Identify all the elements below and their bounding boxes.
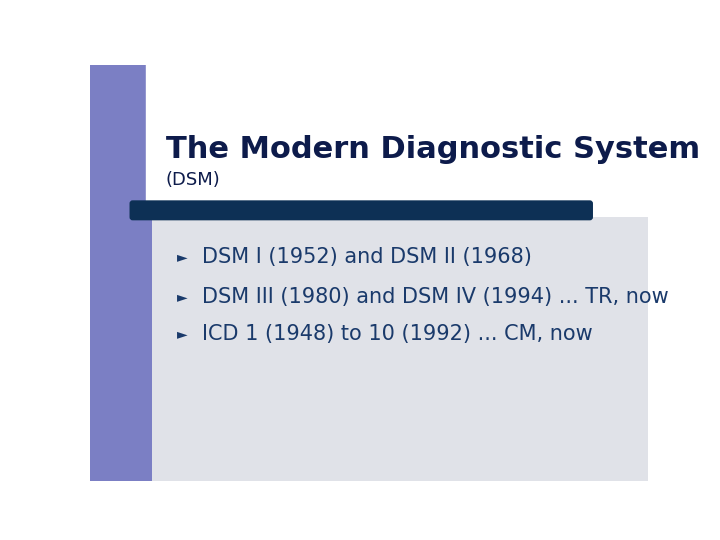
Bar bbox=[152, 217, 648, 481]
Text: DSM III (1980) and DSM IV (1994) ... TR, now: DSM III (1980) and DSM IV (1994) ... TR,… bbox=[202, 287, 669, 307]
Text: ►: ► bbox=[177, 251, 187, 264]
Text: ►: ► bbox=[177, 327, 187, 341]
Bar bbox=[90, 65, 160, 481]
Bar bbox=[90, 65, 228, 180]
Text: The Modern Diagnostic System: The Modern Diagnostic System bbox=[166, 135, 700, 164]
FancyBboxPatch shape bbox=[130, 200, 593, 220]
Text: ICD 1 (1948) to 10 (1992) ... CM, now: ICD 1 (1948) to 10 (1992) ... CM, now bbox=[202, 325, 593, 345]
Text: DSM I (1952) and DSM II (1968): DSM I (1952) and DSM II (1968) bbox=[202, 247, 532, 267]
Text: (DSM): (DSM) bbox=[166, 171, 221, 190]
FancyBboxPatch shape bbox=[145, 59, 654, 217]
Text: ►: ► bbox=[177, 291, 187, 305]
